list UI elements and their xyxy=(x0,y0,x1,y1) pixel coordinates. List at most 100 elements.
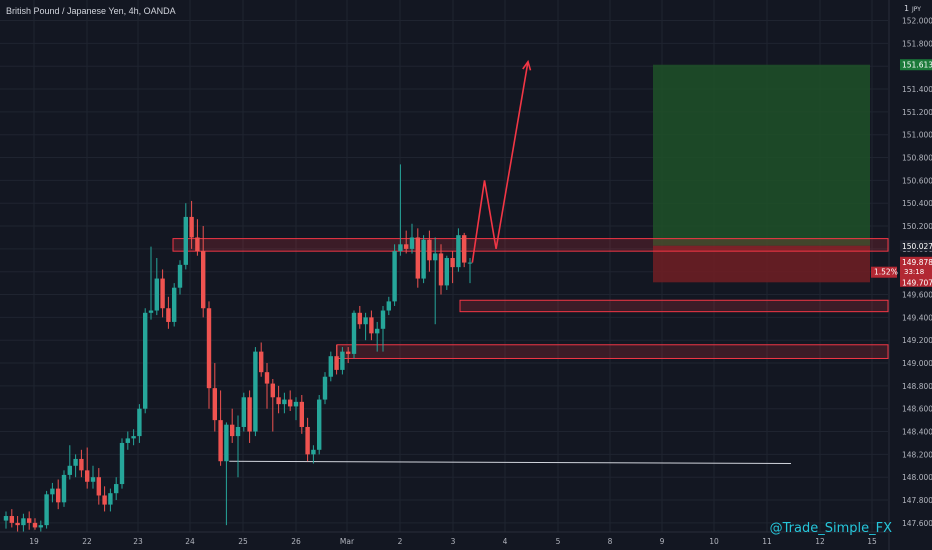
support-trendline xyxy=(229,460,792,465)
candle-body xyxy=(299,401,304,427)
y-tick-label: 148.200 xyxy=(902,450,932,459)
candle-body xyxy=(346,351,351,354)
candle-body xyxy=(433,253,438,261)
candle-body xyxy=(90,477,96,482)
y-tick-label: 152.000 xyxy=(902,17,932,26)
candle-body xyxy=(32,522,38,528)
candle-body xyxy=(357,312,362,325)
x-tick-label: 5 xyxy=(556,537,561,546)
candle-body xyxy=(15,522,20,526)
candle-body xyxy=(288,399,293,407)
candle-body xyxy=(189,216,194,238)
candle-body xyxy=(44,494,49,526)
candle-body xyxy=(282,399,287,405)
candle-body xyxy=(293,401,299,407)
candle-body xyxy=(375,328,380,334)
candle-body xyxy=(177,264,183,288)
candle-body xyxy=(206,308,212,389)
candle-body xyxy=(311,449,316,455)
y-tick-label: 149.000 xyxy=(902,359,932,368)
candle-body xyxy=(143,312,148,409)
candle-body xyxy=(328,356,333,377)
profit-zone xyxy=(653,64,870,246)
target-price-badge-bg xyxy=(900,59,932,71)
change-pct-bg xyxy=(871,266,897,278)
candle-body xyxy=(351,312,357,354)
candle-body xyxy=(154,278,159,311)
x-tick-label: 4 xyxy=(503,537,508,546)
arrow-head xyxy=(522,59,532,71)
candle-body xyxy=(27,518,32,523)
candle-body xyxy=(363,317,368,325)
y-tick-label: 149.600 xyxy=(902,291,932,300)
support-resistance-zone xyxy=(459,299,889,313)
y-tick-label: 151.800 xyxy=(902,39,932,48)
y-tick-label: 150.400 xyxy=(902,199,932,208)
candle-body xyxy=(195,237,200,252)
y-tick-label: 151.200 xyxy=(902,108,932,117)
entry-price-badge-bg xyxy=(900,240,932,252)
x-tick-label: 12 xyxy=(815,537,825,546)
candle-body xyxy=(3,516,9,521)
candle-body xyxy=(404,244,409,249)
candle-body xyxy=(380,310,386,329)
y-tick-label: 147.600 xyxy=(902,519,932,528)
support-resistance-zone xyxy=(172,238,889,252)
candle-body xyxy=(444,258,449,286)
y-tick-label: 148.000 xyxy=(902,473,932,482)
loss-zone xyxy=(653,245,870,283)
candle-body xyxy=(427,239,432,261)
candle-body xyxy=(462,235,467,263)
y-tick-label: 150.800 xyxy=(902,154,932,163)
candle-body xyxy=(212,388,217,421)
candle-body xyxy=(450,258,455,268)
x-tick-label: 10 xyxy=(709,537,719,546)
x-tick-label: 22 xyxy=(82,537,92,546)
x-tick-label: Mar xyxy=(340,537,355,546)
candle-body xyxy=(438,253,444,286)
x-tick-label: 26 xyxy=(291,537,301,546)
candle-body xyxy=(201,251,206,309)
y-tick-label: 148.400 xyxy=(902,428,932,437)
axis-unit-marker: 1 xyxy=(904,4,909,13)
candle-body xyxy=(218,420,223,462)
y-tick-label: 151.400 xyxy=(902,85,932,94)
candle-body xyxy=(108,493,113,505)
x-tick-label: 9 xyxy=(660,537,665,546)
candle-body xyxy=(253,351,258,432)
candle-body xyxy=(131,436,136,439)
candle-body xyxy=(38,525,43,528)
candle-body xyxy=(467,262,473,264)
currency-label: JPY xyxy=(911,6,921,13)
candle-body xyxy=(114,484,119,494)
x-tick-label: 25 xyxy=(238,537,248,546)
candle-body xyxy=(137,408,142,437)
change-pct-badge: 1.52% xyxy=(874,268,898,277)
candle-body xyxy=(409,237,415,249)
candle-body xyxy=(96,477,101,496)
y-tick-label: 148.800 xyxy=(902,382,932,391)
candle-body xyxy=(392,251,397,302)
candle-body xyxy=(61,474,67,503)
x-tick-label: 8 xyxy=(608,537,613,546)
candle-body xyxy=(224,424,229,462)
y-tick-label: 151.000 xyxy=(902,131,932,140)
x-tick-label: 24 xyxy=(185,537,195,546)
candle-body xyxy=(421,239,426,279)
y-tick-label: 148.600 xyxy=(902,405,932,414)
candle-body xyxy=(166,308,171,322)
target-price-badge: 151.613 xyxy=(902,61,932,70)
x-tick-label: 3 xyxy=(451,537,456,546)
watermark: @Trade_Simple_FX xyxy=(769,521,892,536)
candle-body xyxy=(230,424,235,437)
candle-body xyxy=(369,317,374,334)
candle-body xyxy=(160,278,165,309)
chart-title: British Pound / Japanese Yen, 4h, OANDA xyxy=(6,6,176,16)
candle-body xyxy=(21,518,26,526)
support-resistance-zone xyxy=(336,344,889,359)
candle-body xyxy=(79,458,84,471)
candle-body xyxy=(172,287,177,322)
candle-body xyxy=(456,235,461,268)
candle-body xyxy=(56,488,61,503)
